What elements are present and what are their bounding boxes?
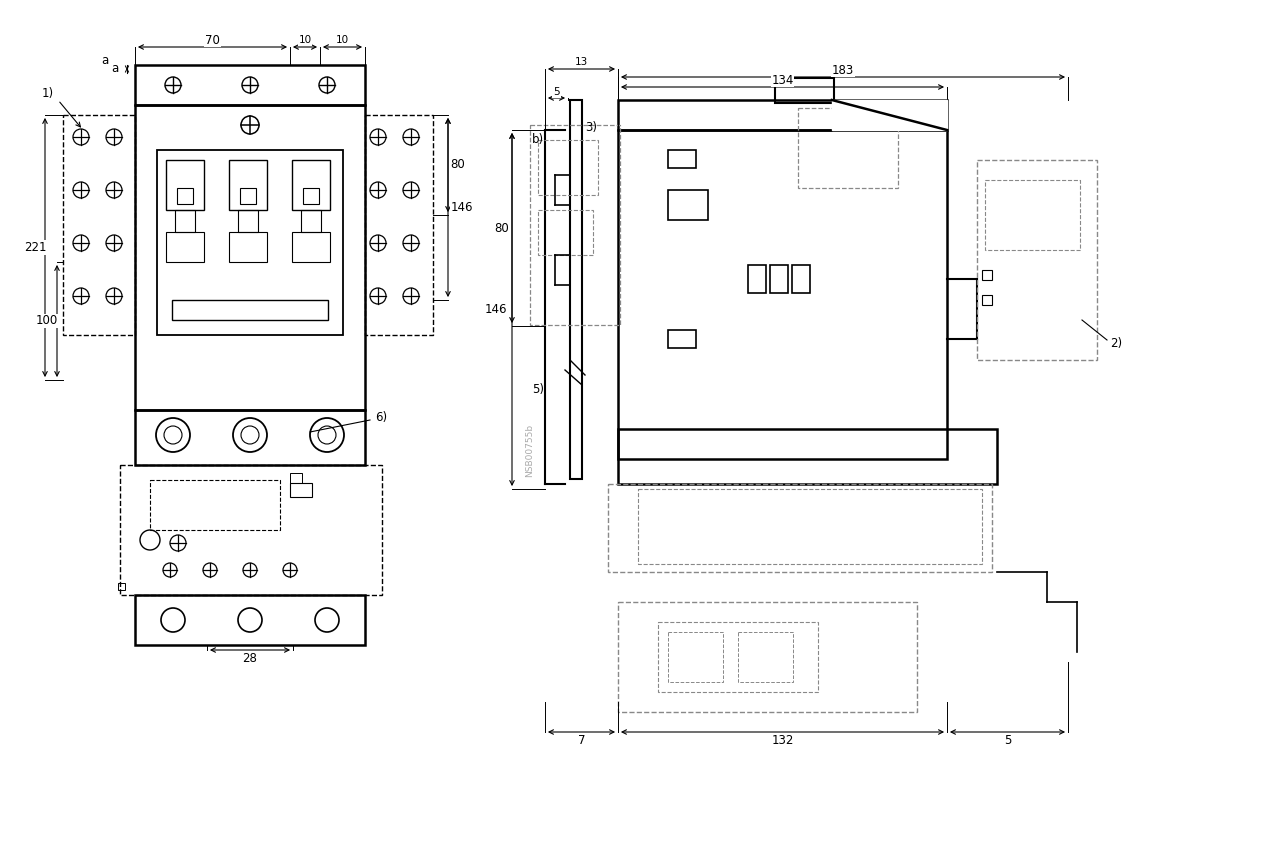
Bar <box>739 632 794 682</box>
Bar <box>166 160 204 210</box>
Text: 146: 146 <box>451 201 474 214</box>
Bar <box>134 410 365 465</box>
Text: 80: 80 <box>494 222 509 235</box>
Bar <box>637 489 982 564</box>
Bar <box>668 632 723 682</box>
Text: b): b) <box>532 133 544 146</box>
Bar <box>748 265 765 293</box>
Bar <box>538 210 593 255</box>
Bar <box>238 210 259 232</box>
Polygon shape <box>832 100 947 130</box>
Bar <box>618 100 947 130</box>
Text: 134: 134 <box>772 74 794 87</box>
Text: 3): 3) <box>585 121 596 134</box>
Bar <box>365 115 433 335</box>
Bar <box>530 125 620 325</box>
Text: 183: 183 <box>832 63 854 76</box>
Text: 132: 132 <box>772 734 794 747</box>
Text: 221: 221 <box>24 241 46 254</box>
Text: 5: 5 <box>553 87 559 97</box>
Bar <box>618 429 997 484</box>
Bar <box>134 595 365 645</box>
Bar <box>771 265 788 293</box>
Bar <box>301 210 321 232</box>
Bar <box>538 140 598 195</box>
Bar <box>150 480 280 530</box>
Bar <box>792 265 810 293</box>
Bar <box>229 232 268 262</box>
Bar <box>570 100 582 479</box>
Bar <box>658 622 818 692</box>
Bar <box>291 483 312 497</box>
Text: 28: 28 <box>243 652 257 665</box>
Bar <box>134 105 365 410</box>
Bar <box>618 130 947 459</box>
Text: 10: 10 <box>335 35 349 45</box>
Text: 70: 70 <box>205 34 220 47</box>
Bar <box>241 188 256 204</box>
Text: a: a <box>111 61 119 74</box>
Text: 7: 7 <box>577 734 585 747</box>
Bar <box>120 465 381 595</box>
Text: 2): 2) <box>1110 337 1123 350</box>
Bar <box>292 232 330 262</box>
Bar <box>797 108 899 188</box>
Bar <box>618 602 916 712</box>
Text: 13: 13 <box>575 57 588 67</box>
Bar <box>229 160 268 210</box>
Bar <box>291 473 302 483</box>
Bar <box>292 160 330 210</box>
Text: 100: 100 <box>36 314 58 327</box>
Text: 10: 10 <box>298 35 311 45</box>
Bar <box>134 65 365 105</box>
Bar <box>118 583 125 590</box>
Text: 146: 146 <box>485 303 507 316</box>
Text: NSB00755b: NSB00755b <box>525 423 534 476</box>
Bar <box>63 115 134 335</box>
Text: 1): 1) <box>42 87 54 100</box>
Bar <box>986 180 1080 250</box>
Text: 5): 5) <box>532 384 544 397</box>
Text: 6): 6) <box>375 411 387 424</box>
Bar <box>982 295 992 305</box>
Bar <box>303 188 319 204</box>
Bar <box>977 160 1097 360</box>
Text: 80: 80 <box>451 158 466 171</box>
Bar <box>172 300 328 320</box>
Bar <box>608 484 992 572</box>
Bar <box>166 232 204 262</box>
Text: 5: 5 <box>1004 734 1011 747</box>
Bar <box>668 330 696 348</box>
Bar <box>177 188 193 204</box>
Text: a: a <box>101 54 109 67</box>
Bar <box>157 150 343 335</box>
Bar <box>668 150 696 168</box>
Bar <box>982 270 992 280</box>
Bar <box>175 210 195 232</box>
Bar <box>774 78 835 103</box>
Bar <box>668 190 708 220</box>
